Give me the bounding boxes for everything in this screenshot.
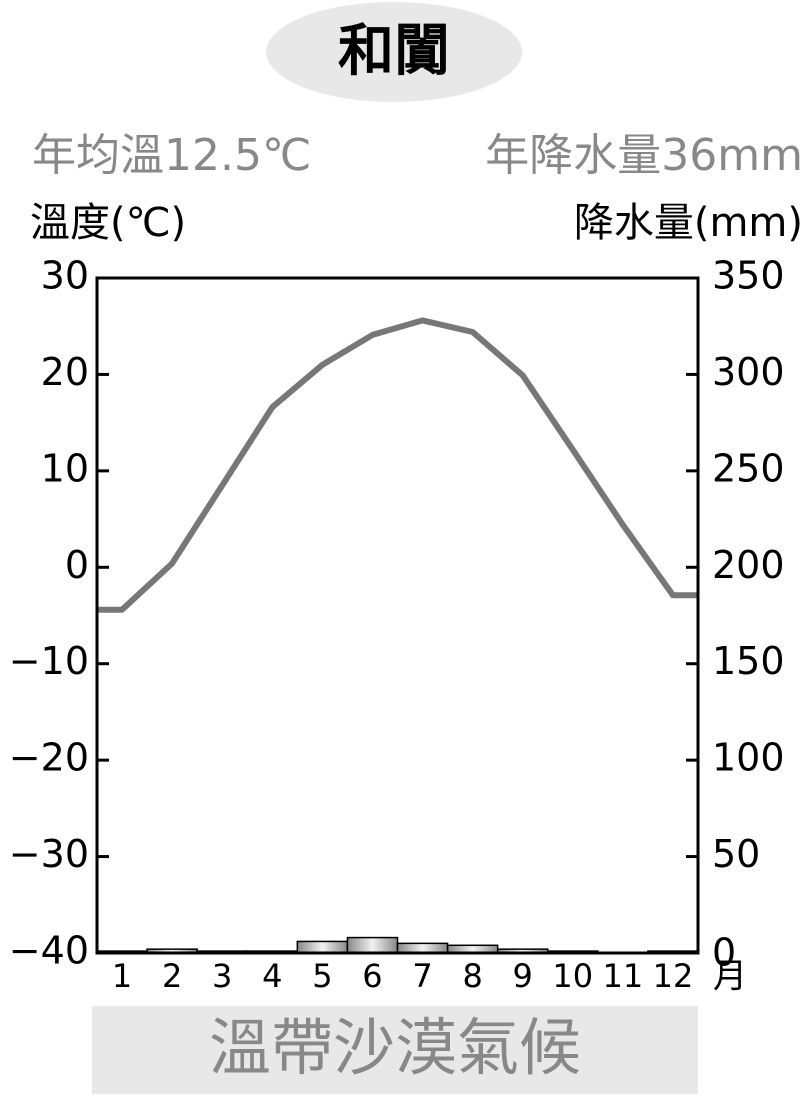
y-tick-label: −20 xyxy=(9,736,89,780)
bar xyxy=(346,936,399,954)
x-unit: 月 xyxy=(713,957,747,997)
temperature-line xyxy=(97,317,698,613)
bar xyxy=(296,940,349,954)
y-tick-label: 0 xyxy=(65,543,89,587)
x-tick-label: 1 xyxy=(112,957,132,995)
x-tick-label: 12 xyxy=(653,957,694,995)
y2-tick-label: 100 xyxy=(712,736,785,780)
y2-tick-label: 150 xyxy=(712,639,785,683)
y-tick-label: 10 xyxy=(41,446,89,490)
x-tick-label: 5 xyxy=(312,957,332,995)
annotation: 年均溫12.5℃ xyxy=(32,130,311,181)
title-bg xyxy=(266,2,522,102)
footer-bg xyxy=(92,1006,698,1094)
x-tick-label: 7 xyxy=(412,957,432,995)
y-tick-label: −10 xyxy=(9,639,89,683)
plot-frame xyxy=(95,276,700,955)
y-tick-label: 30 xyxy=(41,254,89,298)
y-axis-label: 溫度(℃) xyxy=(30,200,186,246)
y-tick-label: −30 xyxy=(9,832,89,876)
footer: 溫帶沙漠氣候 xyxy=(209,1011,581,1084)
y2-tick-label: 300 xyxy=(712,350,785,394)
x-tick-label: 10 xyxy=(552,957,593,995)
x-tick-label: 3 xyxy=(212,957,232,995)
x-tick-label: 2 xyxy=(162,957,182,995)
chart-title: 和闐 xyxy=(338,19,450,84)
y2-tick-label: 250 xyxy=(712,446,785,490)
y2-tick-label: 350 xyxy=(712,254,785,298)
x-tick-label: 4 xyxy=(262,957,282,995)
x-tick-label: 11 xyxy=(603,957,644,995)
x-tick-label: 8 xyxy=(462,957,482,995)
y2-axis-label: 降水量(mm) xyxy=(574,200,803,246)
y2-tick-label: 200 xyxy=(712,543,785,587)
x-tick-label: 6 xyxy=(362,957,382,995)
x-tick-label: 9 xyxy=(513,957,533,995)
y-tick-label: −40 xyxy=(9,929,89,973)
annotation: 年降水量36mm xyxy=(485,130,803,181)
y-tick-label: 20 xyxy=(41,350,89,394)
y2-tick-label: 0 xyxy=(712,931,736,975)
temperature-line-data xyxy=(122,320,673,609)
y2-tick-label: 50 xyxy=(712,832,760,876)
